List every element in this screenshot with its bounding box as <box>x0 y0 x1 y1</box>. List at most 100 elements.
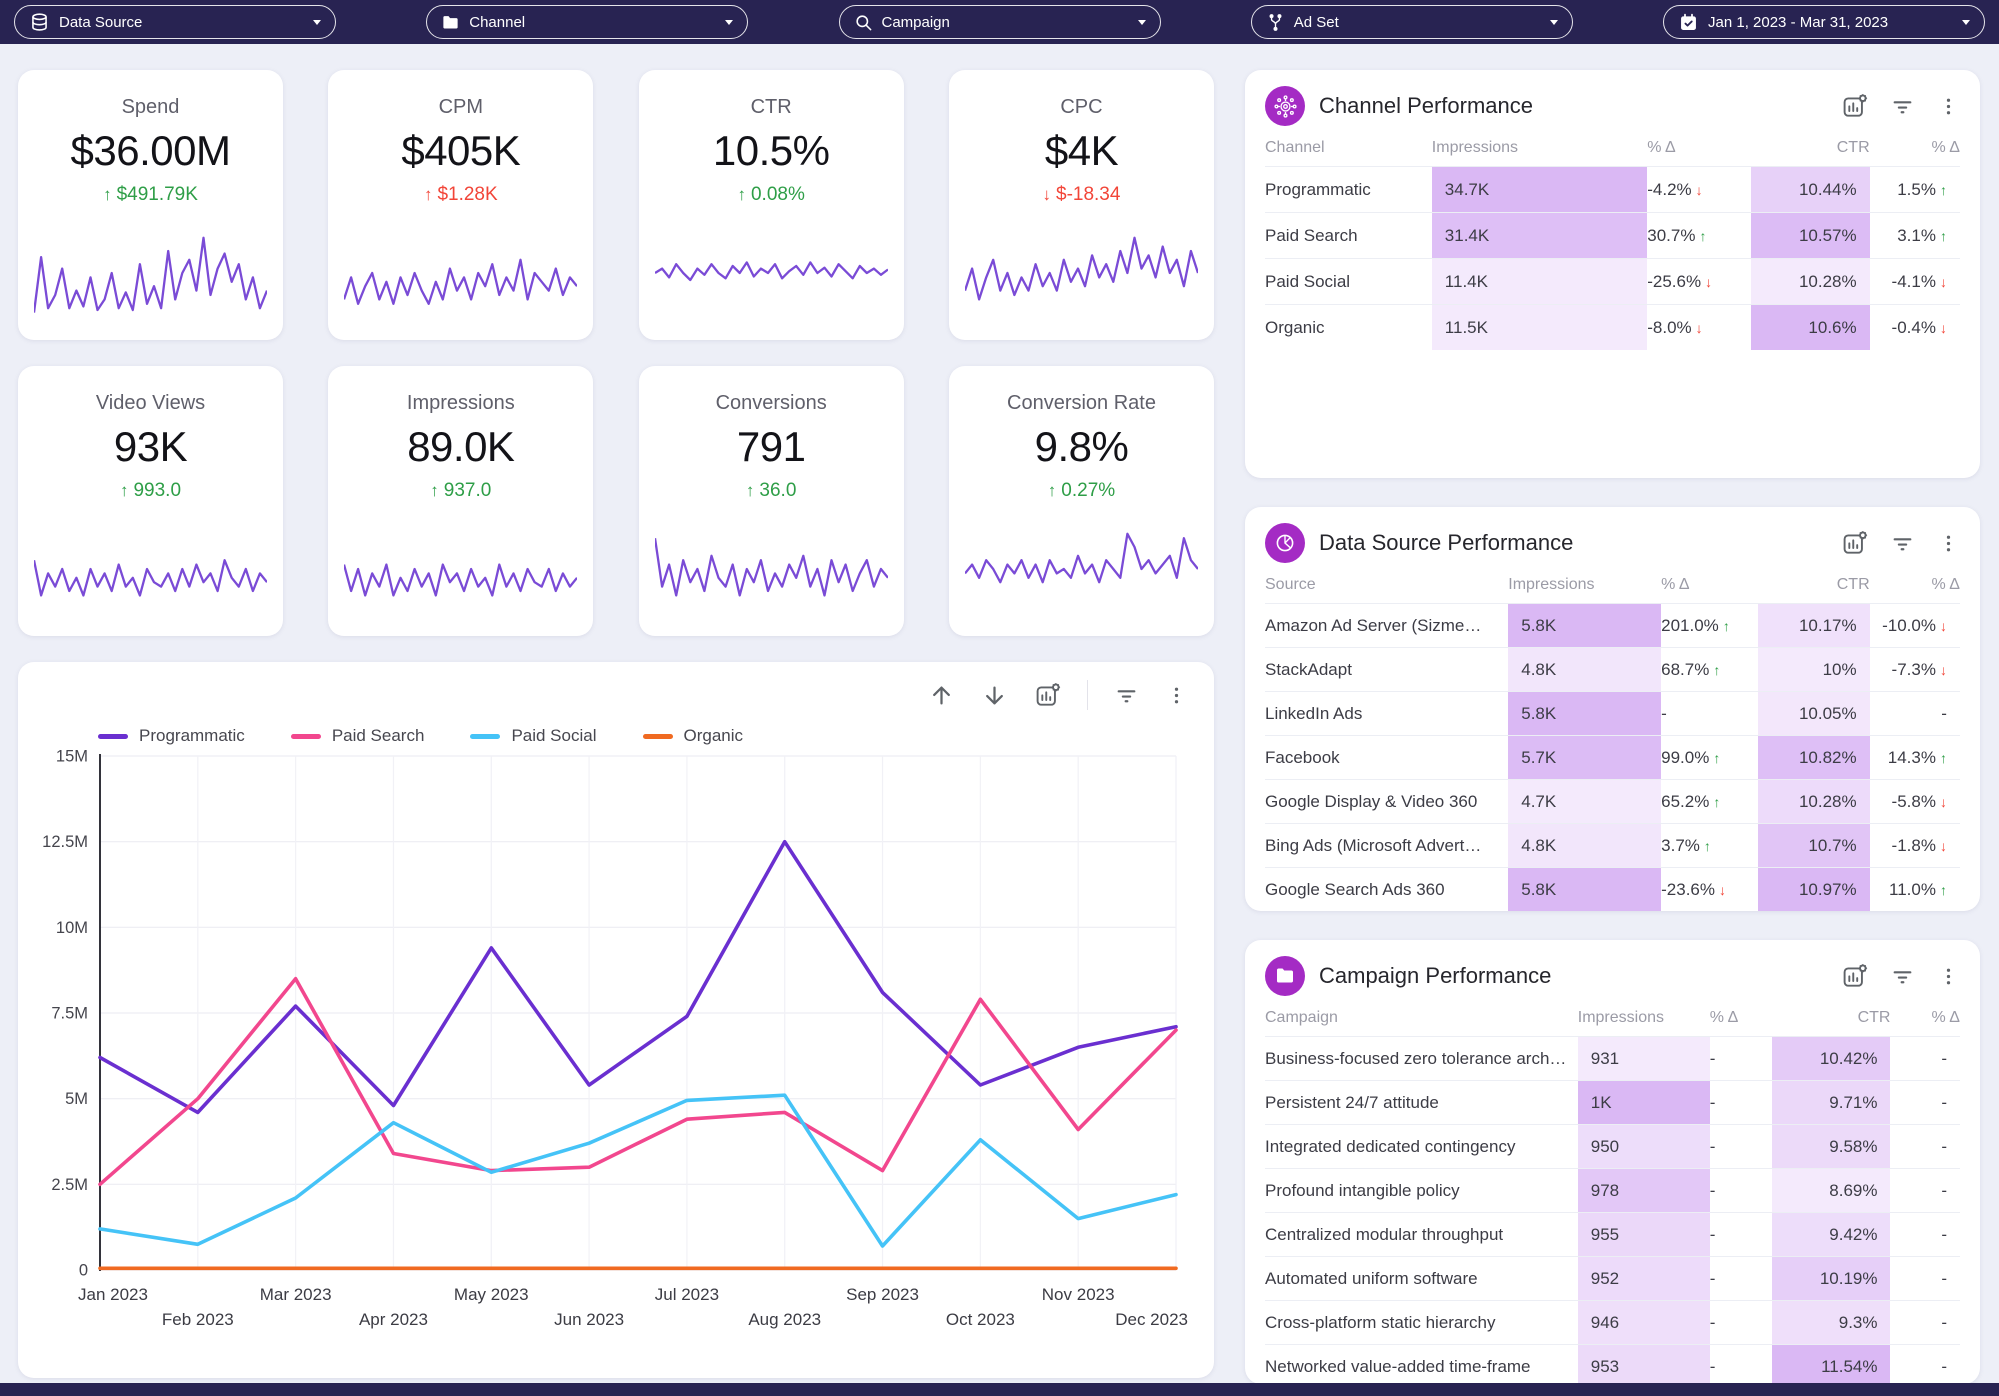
table-toolbar <box>1841 963 1960 990</box>
col-header-ctr: CTR <box>1857 1009 1891 1026</box>
legend-item-organic[interactable]: Organic <box>642 726 743 746</box>
table-row[interactable]: Integrated dedicated contingency 950 - 9.58… <box>1265 1124 1960 1168</box>
row-label: Paid Social <box>1265 259 1432 304</box>
filter-date-range[interactable]: Jan 1, 2023 - Mar 31, 2023 <box>1663 5 1985 39</box>
table-row[interactable]: Paid Search 31.4K 30.7% ↑ 10.57% 3.1% ↑ <box>1265 212 1960 258</box>
table-row[interactable]: Cross-platform static hierarchy 946 - 9.3% - <box>1265 1300 1960 1344</box>
table-row[interactable]: Networked value-added time-frame 953 - 11.5… <box>1265 1344 1960 1384</box>
arrow-down-icon: ↓ <box>1939 273 1947 290</box>
filter-ad-set[interactable]: Ad Set <box>1250 5 1573 39</box>
filter-button[interactable] <box>1890 964 1915 989</box>
chart-settings-button[interactable] <box>1841 963 1868 990</box>
cell-value: 10.05% <box>1798 703 1857 723</box>
cell-value: 99.0% <box>1661 747 1710 767</box>
cell-value: - <box>1709 1356 1716 1376</box>
kpi-card-spend: Spend $36.00M ↑ $491.79K <box>18 70 283 340</box>
kpi-value: 89.0K <box>407 423 515 470</box>
table-row[interactable]: Profound intangible policy 978 - 8.69% - <box>1265 1168 1960 1212</box>
col-header--: % Δ <box>1709 1009 1739 1026</box>
table-row[interactable]: Facebook 5.7K 99.0% ↑ 10.82% 14.3% ↑ <box>1265 735 1960 779</box>
cell--: 30.7% ↑ <box>1647 213 1751 258</box>
cell-ctr: 10.19% <box>1772 1257 1891 1300</box>
filter-button[interactable] <box>1114 683 1139 708</box>
kpi-value: 10.5% <box>712 127 830 174</box>
database-icon <box>29 12 50 33</box>
table-row[interactable]: Programmatic 34.7K -4.2% ↓ 10.44% 1.5% ↑ <box>1265 166 1960 212</box>
cell-ctr: 10% <box>1758 648 1870 691</box>
more-options-button[interactable] <box>1937 532 1960 555</box>
arrow-up-icon: ↑ <box>119 481 129 500</box>
cell-ctr: 9.3% <box>1772 1301 1891 1344</box>
kpi-value: $405K <box>401 127 521 174</box>
arrow-down-icon: ↓ <box>1695 319 1703 336</box>
kpi-card-impressions: Impressions 89.0K ↑ 937.0 <box>328 366 594 636</box>
table-row[interactable]: Automated uniform software 952 - 10.19% - <box>1265 1256 1960 1300</box>
svg-text:Dec 2023: Dec 2023 <box>1115 1310 1188 1329</box>
table-row[interactable]: LinkedIn Ads 5.8K - 10.05% - <box>1265 691 1960 735</box>
cell-ctr: 10.05% <box>1758 692 1870 735</box>
chart-settings-button[interactable] <box>1034 682 1061 709</box>
move-down-button[interactable] <box>981 682 1008 709</box>
svg-text:2.5M: 2.5M <box>51 1176 88 1194</box>
filter-button[interactable] <box>1890 531 1915 556</box>
cell-value: Automated uniform software <box>1265 1268 1478 1288</box>
chevron-down-icon <box>1962 19 1970 25</box>
table-row[interactable]: Google Display & Video 360 4.7K 65.2% ↑ 10.2… <box>1265 779 1960 823</box>
cell-value: 34.7K <box>1444 179 1490 199</box>
legend-item-paid-search[interactable]: Paid Search <box>290 726 424 746</box>
svg-text:7.5M: 7.5M <box>51 1005 88 1023</box>
row-label: Facebook <box>1265 736 1508 779</box>
row-label: Automated uniform software <box>1265 1257 1578 1300</box>
arrow-up-icon: ↑ <box>745 481 755 500</box>
arrow-down-icon: ↓ <box>1042 185 1052 204</box>
cell-value: Integrated dedicated contingency <box>1265 1136 1516 1156</box>
arrowdown-icon <box>986 686 1003 704</box>
arrow-up-icon: ↑ <box>430 481 439 500</box>
bottom-bar <box>0 1383 1999 1396</box>
cell--: 3.7% ↑ <box>1661 824 1758 867</box>
cell-impressions: 4.8K <box>1508 824 1662 867</box>
cell--: 99.0% ↑ <box>1661 736 1758 779</box>
cell--: - <box>1890 1081 1960 1124</box>
cell-value: 10.28% <box>1798 271 1857 291</box>
table-row[interactable]: Centralized modular throughput 955 - 9.42% - <box>1265 1212 1960 1256</box>
table-row[interactable]: Bing Ads (Microsoft Advert… 4.8K 3.7% ↑ 10.7… <box>1265 823 1960 867</box>
kpi-title: CPC <box>1060 96 1103 118</box>
table-row[interactable]: Amazon Ad Server (Sizme… 5.8K 201.0% ↑ 10.17… <box>1265 603 1960 647</box>
folder-icon <box>441 13 460 32</box>
cell--: 1.5% ↑ <box>1870 167 1960 212</box>
move-up-button[interactable] <box>928 682 955 709</box>
table-row[interactable]: Paid Social 11.4K -25.6% ↓ 10.28% -4.1% ↓ <box>1265 258 1960 304</box>
cell-value: Paid Social <box>1265 271 1351 291</box>
search-icon <box>854 13 873 32</box>
cell--: - <box>1890 1213 1960 1256</box>
table-row[interactable]: Google Search Ads 360 5.8K -23.6% ↓ 10.97% 11… <box>1265 867 1960 911</box>
kpi-sparkline <box>653 517 889 624</box>
filter-channel[interactable]: Channel <box>426 5 749 39</box>
more-options-button[interactable] <box>1937 965 1960 988</box>
cell--: -10.0% ↓ <box>1870 604 1960 647</box>
more-options-button[interactable] <box>1937 95 1960 118</box>
table-row[interactable]: Persistent 24/7 attitude 1K - 9.71% - <box>1265 1080 1960 1124</box>
chart-settings-button[interactable] <box>1841 93 1868 120</box>
more-options-button[interactable] <box>1165 684 1188 707</box>
filter-button[interactable] <box>1890 94 1915 119</box>
cell-value: - <box>1941 1180 1947 1200</box>
kpi-delta-value: $1.28K <box>437 184 498 205</box>
cell-value: 5.8K <box>1521 615 1557 635</box>
cell-ctr: 9.58% <box>1772 1125 1891 1168</box>
legend-item-programmatic[interactable]: Programmatic <box>98 726 245 746</box>
legend-item-paid-social[interactable]: Paid Social <box>470 726 597 746</box>
cell-value: -4.1% <box>1891 271 1936 291</box>
cell--: -8.0% ↓ <box>1647 305 1751 350</box>
table-row[interactable]: Business-focused zero tolerance arch… 931… <box>1265 1036 1960 1080</box>
cell-value: 10.97% <box>1798 879 1857 899</box>
filter-campaign[interactable]: Campaign <box>838 5 1161 39</box>
table-row[interactable]: StackAdapt 4.8K 68.7% ↑ 10% -7.3% ↓ <box>1265 647 1960 691</box>
filter-data-source[interactable]: Data Source <box>14 5 336 39</box>
table-row[interactable]: Organic 11.5K -8.0% ↓ 10.6% -0.4% ↓ <box>1265 304 1960 350</box>
row-label: Organic <box>1265 305 1432 350</box>
chart-settings-button[interactable] <box>1841 530 1868 557</box>
cell--: -5.8% ↓ <box>1870 780 1960 823</box>
cell-ctr: 10.82% <box>1758 736 1870 779</box>
